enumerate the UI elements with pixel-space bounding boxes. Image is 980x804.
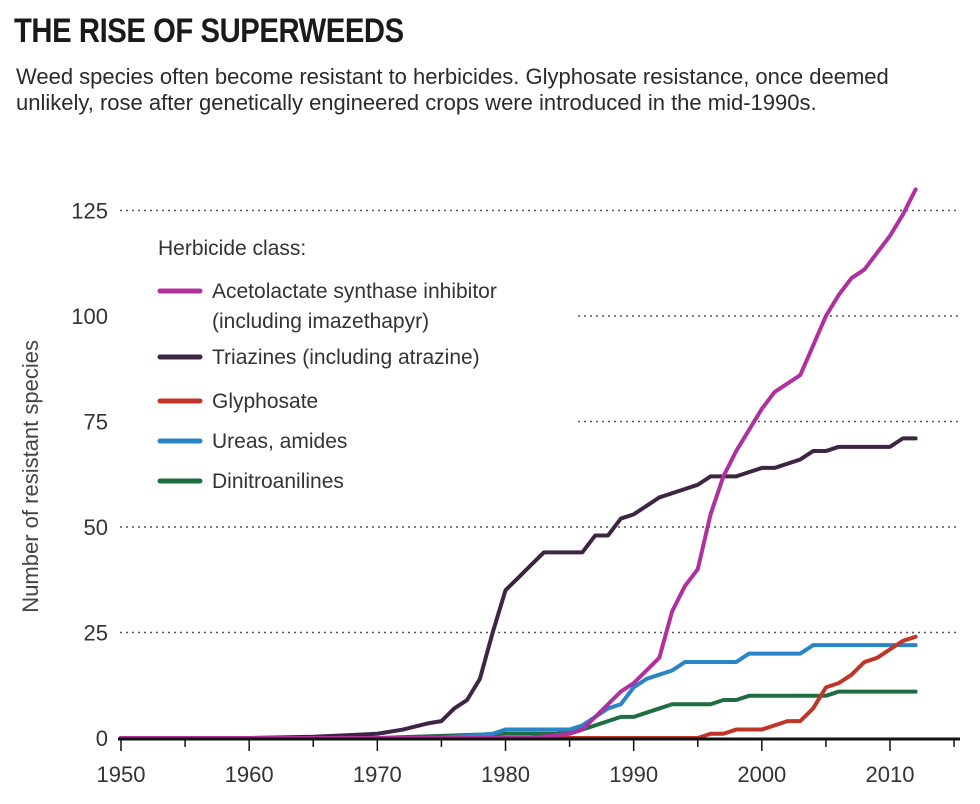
y-axis-label: Number of resistant species	[18, 340, 43, 613]
legend-label: Acetolactate synthase inhibitor	[212, 280, 497, 303]
legend-title: Herbicide class:	[158, 237, 306, 260]
y-tick-label: 0	[96, 726, 108, 751]
x-tick-label: 1970	[353, 762, 402, 787]
y-tick-label: 100	[71, 304, 108, 329]
series-line-1	[119, 187, 918, 740]
legend-label: Dinitroanilines	[212, 470, 344, 493]
x-tick-label: 2010	[866, 762, 915, 787]
series-line-2	[119, 436, 918, 740]
legend-label: Ureas, amides	[212, 430, 347, 453]
y-tick-label: 50	[84, 515, 108, 540]
series-line-3	[119, 634, 918, 740]
legend-label: Triazines (including atrazine)	[212, 346, 480, 369]
grid-lines	[120, 209, 960, 634]
chart-subtitle: Weed species often become resistant to h…	[16, 64, 889, 115]
series-line-4	[119, 643, 918, 740]
x-tick-label: 1950	[97, 762, 146, 787]
axes: 0 25 50 75 100 125 1950 1960 1970 1980 1990 2000 201…	[18, 199, 960, 787]
x-tick-label: 1960	[225, 762, 274, 787]
legend: Herbicide class: Acetolactate synthase in…	[157, 237, 497, 493]
chart-title: THE RISE OF SUPERWEEDS	[14, 12, 404, 50]
x-tick-label: 2000	[737, 762, 786, 787]
y-tick-label: 125	[71, 199, 108, 224]
y-tick-label: 25	[84, 621, 108, 646]
y-tick-label: 75	[84, 410, 108, 435]
series-lines	[119, 187, 918, 740]
series-line-5	[119, 689, 918, 740]
x-tick-label: 1990	[609, 762, 658, 787]
legend-label: Glyphosate	[212, 390, 318, 413]
legend-label: (including imazethapyr)	[212, 310, 429, 333]
x-tick-label: 1980	[481, 762, 530, 787]
